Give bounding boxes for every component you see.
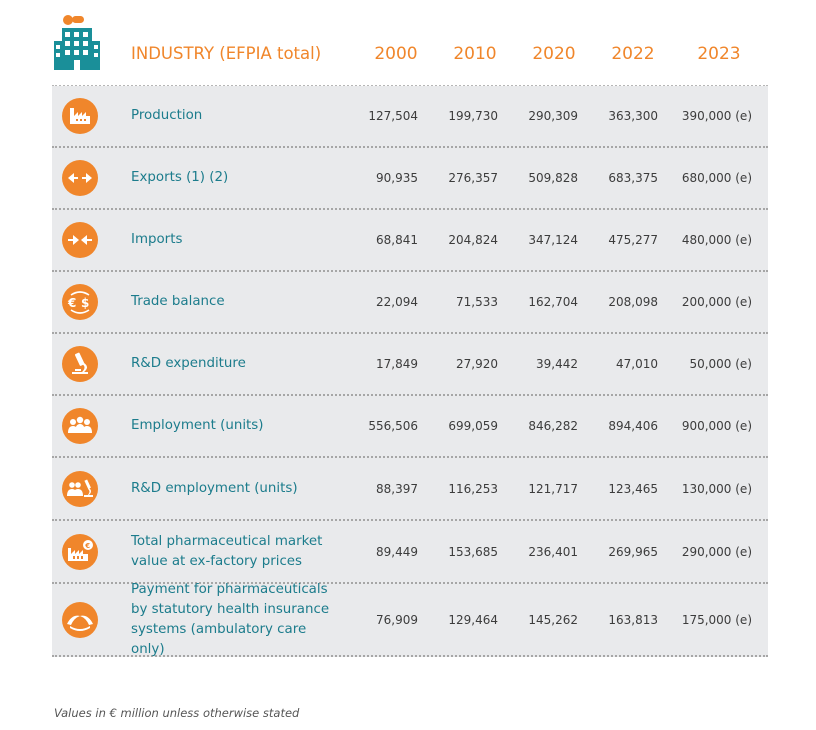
cell-value: 27,920 — [456, 357, 498, 371]
cell-value: 509,828 — [528, 171, 578, 185]
cell-value: 236,401 — [528, 544, 578, 559]
microscope-icon — [62, 346, 98, 382]
cell-value: 208,098 — [608, 295, 658, 309]
cell-value: 22,094 — [376, 295, 418, 309]
cell-value: 68,841 — [376, 233, 418, 247]
cell-value: 556,506 — [368, 419, 418, 433]
cell-value: 290,309 — [528, 109, 578, 123]
cell-value: 846,282 — [528, 419, 578, 433]
cell-value: 363,300 — [608, 109, 658, 123]
table-row: Production 127,504 199,730 290,309 363,3… — [52, 86, 768, 148]
row-label: Total pharmaceutical market value at ex-… — [131, 533, 323, 569]
cell-value: 89,449 — [376, 544, 418, 559]
cell-value: 129,464 — [448, 612, 498, 627]
table-header: INDUSTRY (EFPIA total) 2000 2010 2020 20… — [52, 14, 768, 87]
year-header: 2010 — [453, 44, 497, 64]
data-table: Production 127,504 199,730 290,309 363,3… — [52, 86, 768, 657]
header-title: INDUSTRY (EFPIA total) — [131, 44, 322, 63]
hands-icon — [62, 601, 98, 638]
building-icon — [54, 15, 100, 70]
cell-value: 76,909 — [376, 612, 418, 627]
cell-value: 900,000 (e) — [681, 419, 752, 433]
factory-icon — [62, 98, 98, 134]
table-row: R&D expenditure 17,849 27,920 39,442 47,… — [52, 334, 768, 396]
cell-value: 175,000 (e) — [681, 612, 752, 627]
cell-value: 699,059 — [448, 419, 498, 433]
row-label: R&D expenditure — [131, 356, 246, 371]
cell-value: 90,935 — [376, 171, 418, 185]
factory-euro-icon: € — [62, 533, 98, 570]
cell-value: 200,000 (e) — [681, 295, 752, 309]
svg-text:$: $ — [81, 296, 89, 310]
cell-value: 475,277 — [608, 233, 658, 247]
row-label: Employment (units) — [131, 418, 264, 433]
row-label: R&D employment (units) — [131, 480, 298, 496]
cell-value: 683,375 — [608, 171, 658, 185]
people-icon — [62, 408, 98, 444]
cell-value: 480,000 (e) — [681, 233, 752, 247]
table-row: € $ Trade balance 22,094 71,533 162,704 … — [52, 272, 768, 334]
cell-value: 145,262 — [528, 612, 578, 627]
currency-exchange-icon: € $ — [62, 284, 98, 320]
cell-value: 290,000 (e) — [681, 544, 752, 559]
cell-value: 116,253 — [448, 481, 498, 496]
exports-arrows-icon — [62, 160, 98, 196]
table-row: R&D employment (units) 88,397 116,253 12… — [52, 458, 768, 521]
svg-text:€: € — [84, 542, 90, 550]
row-label: Production — [131, 108, 203, 123]
cell-value: 127,504 — [368, 109, 418, 123]
cell-value: 153,685 — [448, 544, 498, 559]
cell-value: 39,442 — [536, 357, 578, 371]
year-header: 2000 — [374, 44, 418, 64]
cell-value: 163,813 — [608, 612, 658, 627]
table-row: € Total pharmaceutical market value at e… — [52, 521, 768, 584]
table-row: Imports 68,841 204,824 347,124 475,277 4… — [52, 210, 768, 272]
cell-value: 47,010 — [616, 357, 658, 371]
people-microscope-icon — [62, 470, 98, 507]
table-row: Exports (1) (2) 90,935 276,357 509,828 6… — [52, 148, 768, 210]
cell-value: 680,000 (e) — [681, 171, 752, 185]
cell-value: 276,357 — [448, 171, 498, 185]
cell-value: 269,965 — [608, 544, 658, 559]
cell-value: 347,124 — [528, 233, 578, 247]
row-label: Payment for pharmaceuticals by statutory… — [131, 581, 330, 657]
cell-value: 162,704 — [528, 295, 578, 309]
table-row: Payment for pharmaceuticals by statutory… — [52, 582, 768, 657]
cell-value: 17,849 — [376, 357, 418, 371]
cell-value: 204,824 — [448, 233, 498, 247]
row-label: Trade balance — [131, 294, 225, 309]
cell-value: 50,000 (e) — [689, 357, 752, 371]
cell-value: 199,730 — [448, 109, 498, 123]
svg-text:€: € — [67, 296, 76, 310]
cell-value: 88,397 — [376, 481, 418, 496]
footnote: Values in € million unless otherwise sta… — [54, 706, 300, 720]
cell-value: 71,533 — [456, 295, 498, 309]
year-header: 2022 — [611, 44, 655, 64]
year-header: 2023 — [697, 44, 741, 64]
imports-arrows-icon — [62, 222, 98, 258]
cell-value: 390,000 (e) — [681, 109, 752, 123]
table-row: Employment (units) 556,506 699,059 846,2… — [52, 396, 768, 458]
cell-value: 894,406 — [608, 419, 658, 433]
cell-value: 123,465 — [608, 481, 658, 496]
cell-value: 121,717 — [528, 481, 578, 496]
row-label: Exports (1) (2) — [131, 170, 229, 185]
year-header: 2020 — [532, 44, 576, 64]
row-label: Imports — [131, 232, 183, 247]
cell-value: 130,000 (e) — [681, 481, 752, 496]
